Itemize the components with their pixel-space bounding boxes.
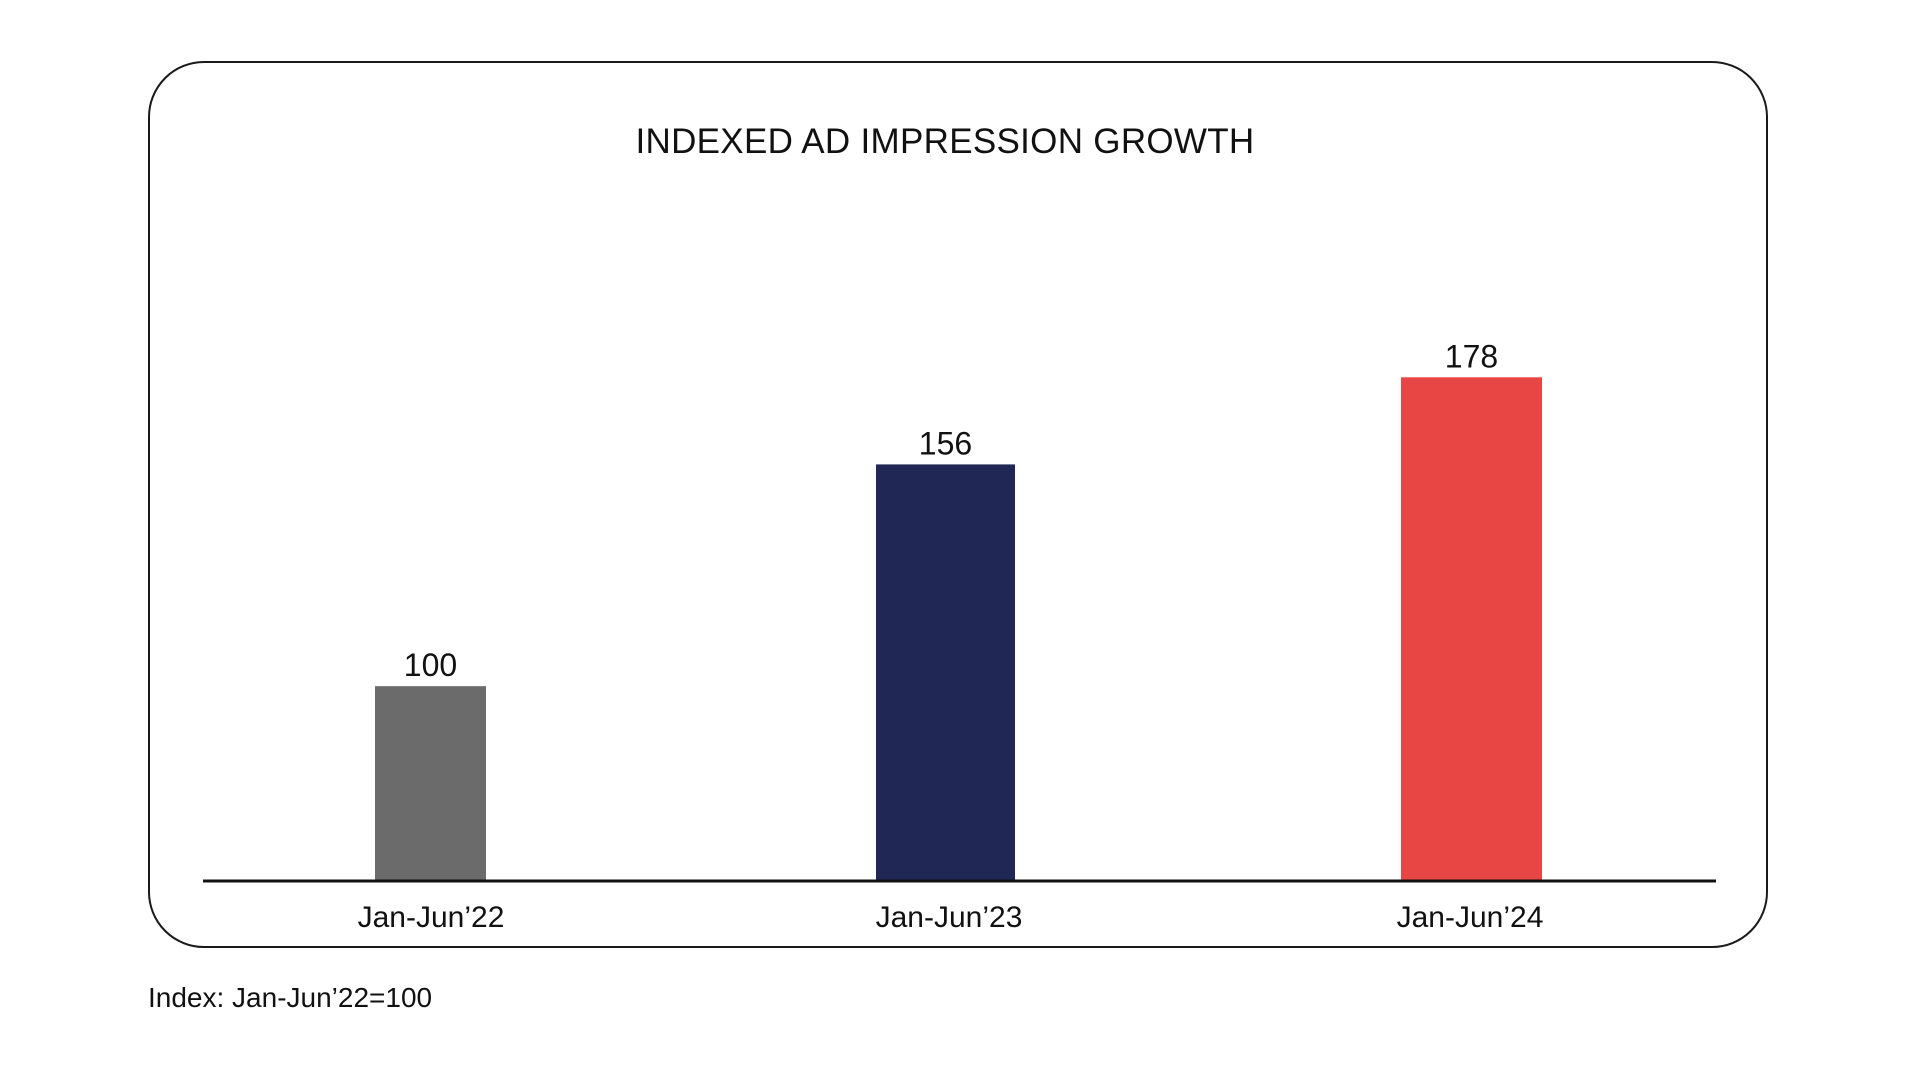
x-tick-label: Jan-Jun’23 (876, 901, 1023, 934)
bar-2 (876, 464, 1015, 881)
bar-1 (375, 686, 486, 881)
x-tick-label: Jan-Jun’22 (358, 901, 505, 934)
data-label: 100 (404, 647, 457, 683)
data-label: 156 (919, 425, 972, 461)
chart-frame (148, 61, 1768, 948)
x-tick-label: Jan-Jun’24 (1397, 901, 1544, 934)
index-footnote: Index: Jan-Jun’22=100 (148, 982, 433, 1013)
bar-3 (1401, 377, 1542, 881)
data-label: 178 (1445, 338, 1498, 374)
chart-title: INDEXED AD IMPRESSION GROWTH (635, 122, 1255, 161)
